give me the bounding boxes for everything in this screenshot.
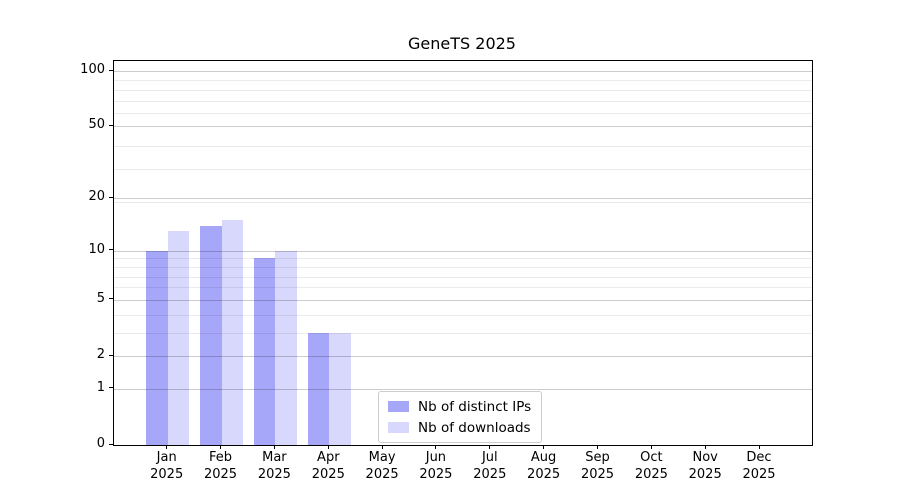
bar-mar-series0	[253, 258, 276, 445]
x-tick-mark	[273, 445, 275, 449]
y-tick-mark	[109, 443, 113, 445]
y-tick-mark	[109, 196, 113, 198]
x-tick-label-jul: Jul 2025	[473, 450, 507, 482]
x-tick-label-aug: Aug 2025	[527, 450, 561, 482]
gridline-minor	[114, 80, 812, 82]
chart-title: GeneTS 2025	[408, 34, 516, 53]
y-tick-mark	[109, 249, 113, 251]
bar-feb-series1	[221, 220, 244, 445]
x-tick-label-jan: Jan 2025	[150, 450, 184, 482]
x-tick-label-may: May 2025	[365, 450, 399, 482]
y-tick-label: 5	[96, 290, 105, 306]
gridline-major	[114, 71, 812, 72]
y-tick-mark	[109, 69, 113, 71]
x-tick-label-feb: Feb 2025	[203, 450, 238, 482]
x-tick-mark	[166, 445, 168, 449]
x-tick-mark	[758, 445, 760, 449]
y-tick-label: 1	[96, 379, 105, 395]
legend-label-downloads: Nb of downloads	[418, 419, 531, 436]
gridline-minor	[114, 113, 812, 115]
gridline-minor	[114, 202, 812, 204]
bar-mar-series1	[275, 250, 297, 445]
legend-swatch-distinct-ips-icon	[388, 401, 409, 412]
x-tick-mark	[650, 445, 652, 449]
gridline-minor	[114, 146, 812, 148]
x-tick-label-nov: Nov 2025	[688, 450, 722, 482]
x-tick-mark	[704, 445, 706, 449]
y-tick-label: 100	[80, 62, 105, 77]
x-tick-label-jun: Jun 2025	[419, 450, 453, 482]
y-tick-mark	[109, 354, 113, 356]
x-tick-mark	[220, 445, 221, 449]
gridline-minor	[114, 100, 812, 102]
bar-apr-series0	[307, 332, 330, 445]
y-tick-mark	[109, 387, 113, 389]
gridline-major	[114, 198, 812, 200]
x-tick-mark	[381, 445, 383, 449]
bar-jan-series1	[167, 231, 190, 445]
y-tick-label: 10	[88, 241, 105, 257]
gridline-minor	[114, 89, 812, 91]
x-tick-mark	[489, 445, 491, 449]
x-tick-label-sep: Sep 2025	[580, 450, 615, 482]
x-tick-label-mar: Mar 2025	[257, 450, 291, 482]
x-tick-label-dec: Dec 2025	[742, 450, 776, 482]
bar-jan-series0	[146, 250, 168, 445]
x-tick-mark	[543, 445, 545, 449]
y-tick-label: 50	[88, 117, 105, 133]
y-tick-label: 20	[88, 189, 105, 205]
x-tick-mark	[435, 445, 437, 449]
x-tick-mark	[597, 445, 598, 449]
bar-feb-series0	[200, 225, 222, 445]
bar-apr-series1	[329, 332, 351, 445]
legend: Nb of distinct IPs Nb of downloads	[378, 391, 543, 443]
y-tick-mark	[109, 124, 113, 126]
y-tick-label: 2	[96, 347, 105, 362]
legend-item-distinct-ips: Nb of distinct IPs	[388, 398, 531, 415]
gridline-minor	[114, 169, 812, 171]
legend-swatch-downloads-icon	[388, 422, 409, 433]
legend-label-distinct-ips: Nb of distinct IPs	[418, 398, 532, 415]
x-tick-mark	[327, 445, 329, 449]
legend-item-downloads: Nb of downloads	[388, 419, 531, 436]
y-tick-mark	[109, 298, 113, 300]
x-tick-label-apr: Apr 2025	[311, 450, 345, 482]
plot-area: Nb of distinct IPs Nb of downloads	[113, 60, 813, 446]
y-tick-label: 0	[96, 436, 105, 451]
gridline-major	[114, 126, 812, 128]
x-tick-label-oct: Oct 2025	[634, 450, 668, 482]
